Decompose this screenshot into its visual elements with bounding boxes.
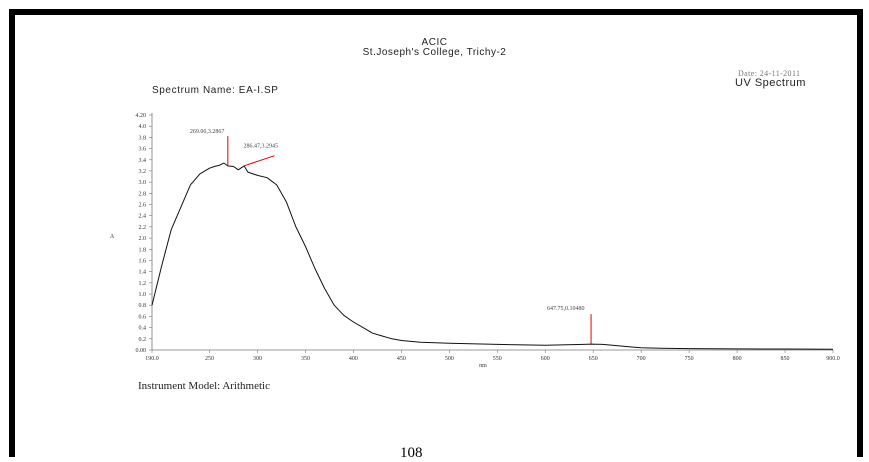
peak-label: 647.75,0.10480 (547, 306, 585, 312)
y-tick-label: 0.6 (139, 314, 147, 320)
y-tick-label: 2.0 (139, 236, 147, 242)
x-tick-label: 550 (493, 356, 502, 362)
y-tick-label: 2.8 (139, 191, 147, 197)
chart-plot-area (151, 162, 834, 350)
x-tick-label: 400 (349, 356, 358, 362)
page-number: 108 (400, 445, 423, 461)
y-tick-label: 3.4 (139, 158, 147, 164)
x-tick-label: 190.0 (145, 356, 159, 362)
y-tick-label: 2.4 (139, 214, 147, 220)
y-tick-label: 3.8 (139, 135, 147, 141)
spectrum-type: UV Spectrum (735, 77, 806, 89)
page-border (9, 9, 863, 457)
y-tick-label: 2.6 (139, 203, 147, 209)
y-tick-label: 0.4 (139, 326, 147, 332)
y-tick-label: 1.4 (139, 270, 147, 276)
spectrum-line (151, 162, 834, 350)
college-title: St.Joseph's College, Trichy-2 (362, 47, 507, 58)
x-tick-label: 850 (781, 356, 790, 362)
x-tick-label: 800 (733, 356, 742, 362)
x-tick-label: 600 (541, 356, 550, 362)
chart-ticks: 0.00 0.2 0.4 0.6 0.8 1.0 1.2 1.4 1.6 1.8 2.0 2.2 2.4… (136, 113, 840, 362)
x-tick-label: 500 (445, 356, 454, 362)
x-tick-label: 300 (253, 356, 262, 362)
y-tick-label: 4.20 (136, 113, 147, 119)
y-tick-label: 1.0 (139, 292, 147, 298)
y-tick-label: 0.00 (136, 348, 147, 354)
x-tick-label: 700 (637, 356, 646, 362)
y-tick-label: 1.6 (139, 258, 147, 264)
y-tick-label: 0.8 (139, 303, 147, 309)
y-tick-label: 1.8 (139, 247, 147, 253)
x-tick-label: 450 (397, 356, 406, 362)
y-tick-label: 0.2 (139, 337, 147, 343)
y-tick-label: 3.0 (139, 180, 147, 186)
spectrum-date: Date: 24-11-2011 (738, 69, 801, 78)
chart-axes (151, 113, 833, 351)
peak-label: 269.06,3.2867 (190, 129, 225, 135)
x-axis-label: nm (479, 363, 487, 369)
peak-label: 286.47,3.2945 (244, 144, 278, 150)
x-tick-label: 900.0 (826, 356, 840, 362)
x-tick-label: 250 (205, 356, 214, 362)
y-tick-label: 1.2 (139, 281, 147, 287)
x-tick-label: 350 (301, 356, 310, 362)
y-tick-label: 3.2 (139, 169, 147, 175)
chart-peaks: 269.06,3.2867 286.47,3.2945 647.75,0.10480 (190, 129, 592, 345)
y-axis-label: A (110, 234, 115, 240)
y-tick-label: 2.2 (139, 225, 147, 231)
y-tick-label: 4.0 (139, 124, 147, 130)
peak-marker (244, 155, 275, 167)
y-tick-label: 3.6 (139, 147, 147, 153)
instrument-model: Instrument Model: Arithmetic (138, 380, 270, 392)
x-tick-label: 650 (589, 356, 598, 362)
x-tick-label: 750 (685, 356, 694, 362)
org-title: ACIC (421, 37, 448, 48)
spectrum-name: Spectrum Name: EA-I.SP (152, 85, 279, 96)
